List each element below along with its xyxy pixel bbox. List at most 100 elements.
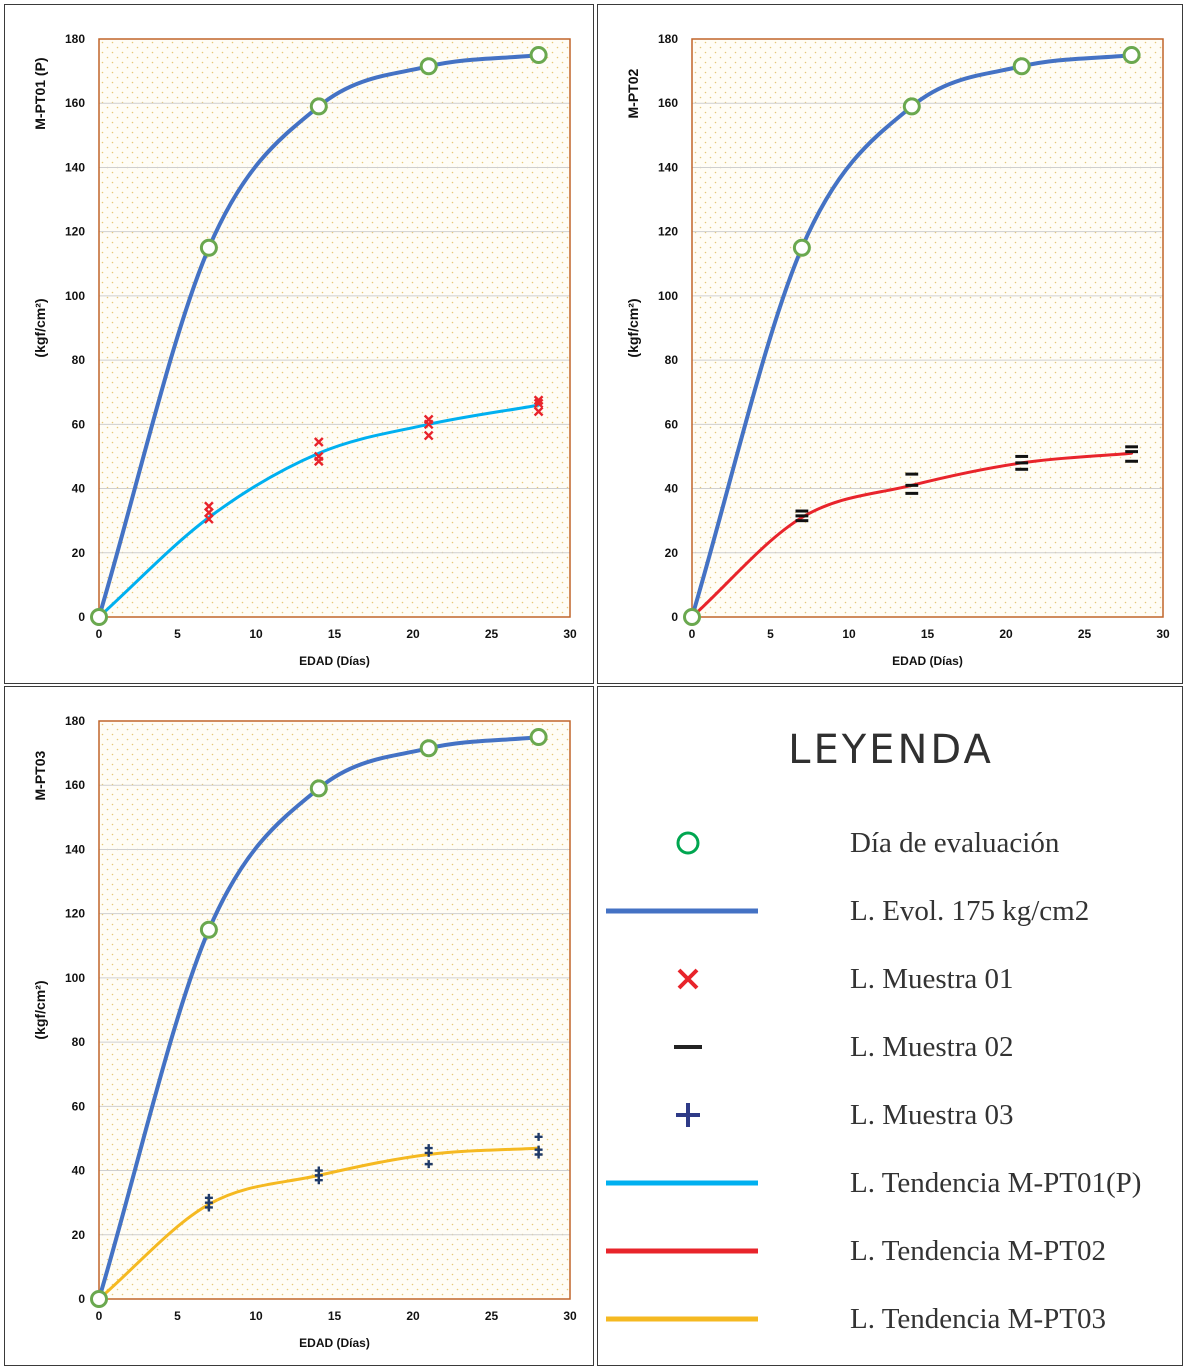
y-tick-label: 120 [658,225,678,239]
y-tick-label: 60 [665,417,679,431]
evaluation-point [199,920,218,939]
y-tick-label: 40 [72,482,86,496]
y-tick-label: 0 [78,610,85,624]
plot-border [98,38,571,618]
legend-label: L. Tendencia M-PT03 [850,1303,1106,1335]
x-tick-label: 25 [485,1309,499,1323]
x-tick-label: 5 [174,627,181,641]
plot-border [98,720,571,1300]
y-axis-label: (kgf/cm²) [32,980,48,1039]
y-tick-label: 60 [72,1099,86,1113]
legend-symbol-dash [674,1045,702,1049]
y-tick-label: 120 [65,907,85,921]
x-tick-label: 30 [1156,627,1170,641]
y-tick-label: 80 [665,353,679,367]
y-tick-label: 180 [65,32,85,46]
sample-point [533,398,544,409]
y-axis-label: (kgf/cm²) [625,298,641,357]
evaluation-point [1012,57,1031,76]
y-tick-label: 20 [72,546,86,560]
x-tick-label: 10 [249,627,263,641]
sample-point [424,1160,433,1169]
chart-panel-m-pt03: 0 20 40 60 80 100 120 140 160 180 0 5 10 15 20 25 30 EDAD… [4,686,594,1366]
x-axis-label: EDAD (Días) [892,654,963,668]
sample-point [424,1144,433,1153]
plot-border [691,38,1164,618]
chart-m-pt03: 0 20 40 60 80 100 120 140 160 180 0 5 10 15 20 25 30 EDAD… [32,714,577,1350]
legend-item: L. Tendencia M-PT03 [598,1299,1183,1339]
evaluation-point [419,57,438,76]
x-tick-label: 20 [999,627,1013,641]
chart-panel-m-pt01: 0 20 40 60 80 100 120 140 160 180 0 5 10 15 20 25 30 EDAD… [4,4,594,684]
x-tick-label: 25 [1078,627,1092,641]
evaluation-point [90,1290,108,1308]
legend-item: L. Tendencia M-PT02 [598,1231,1183,1271]
legend-panel: LEYENDA Día de evaluación L. Evol. 175 kg… [597,686,1183,1366]
legend-item: L. Muestra 01 [598,959,1183,999]
evaluation-point [902,97,921,116]
x-tick-label: 10 [842,627,856,641]
legend-label: L. Tendencia M-PT01(P) [850,1167,1142,1199]
sample-point [423,414,434,425]
y-tick-label: 60 [72,417,86,431]
series-side-label: M-PT02 [625,68,641,118]
legend-label: L. Muestra 02 [850,1031,1014,1063]
x-axis-label: EDAD (Días) [299,654,370,668]
evaluation-point [90,608,108,626]
x-tick-label: 0 [96,1309,103,1323]
evolution-line [690,53,1134,619]
y-tick-label: 180 [65,714,85,728]
legend-symbol-x [677,968,699,990]
x-tick-label: 15 [921,627,935,641]
x-tick-label: 5 [767,627,774,641]
y-tick-label: 160 [65,96,85,110]
evaluation-point [419,739,438,758]
y-axis-label: (kgf/cm²) [32,298,48,357]
y-tick-label: 100 [65,289,85,303]
legend-symbol-line [606,1180,758,1186]
evaluation-point [309,779,328,798]
y-tick-label: 140 [65,842,85,856]
legend-label: L. Tendencia M-PT02 [850,1235,1106,1267]
sample-markers [95,1132,543,1303]
legend-label: L. Evol. 175 kg/cm2 [850,895,1090,927]
sample-point [423,430,434,441]
x-tick-label: 20 [406,627,420,641]
trend-line [97,403,541,619]
sample-point [313,437,324,447]
legend-symbol-line [606,1248,758,1254]
legend-label: L. Muestra 01 [850,963,1014,995]
series-side-label: M-PT01 (P) [32,57,48,129]
evaluation-point [309,97,328,116]
evaluation-point [199,238,218,257]
x-tick-label: 15 [328,627,342,641]
x-tick-label: 10 [249,1309,263,1323]
sample-point [314,1166,323,1175]
dot-pattern [99,721,570,1299]
legend-item: L. Muestra 02 [598,1027,1183,1067]
legend-label: Día de evaluación [850,827,1060,859]
x-tick-label: 30 [563,627,577,641]
sample-point [313,451,324,462]
y-tick-label: 40 [665,482,679,496]
legend-symbol-circle [676,831,700,855]
sample-point [204,501,214,512]
y-tick-label: 160 [658,96,678,110]
y-tick-label: 0 [78,1292,85,1306]
legend-symbol-line [606,908,758,914]
sample-point [533,406,544,417]
y-tick-label: 20 [665,546,679,560]
evolution-line [97,53,541,619]
legend-item: L. Evol. 175 kg/cm2 [598,891,1183,931]
y-tick-label: 140 [658,160,678,174]
chart-m-pt01: 0 20 40 60 80 100 120 140 160 180 0 5 10 15 20 25 30 EDAD… [32,32,577,668]
evaluation-point [529,728,548,747]
x-tick-label: 30 [563,1309,577,1323]
y-tick-label: 180 [658,32,678,46]
sample-point [534,1132,543,1141]
sample-point [533,395,544,406]
sample-point [534,1145,543,1154]
y-tick-label: 80 [72,353,86,367]
chart-panel-m-pt02: 0 20 40 60 80 100 120 140 160 180 0 5 10 15 20 25 30 EDAD… [597,4,1183,684]
x-tick-label: 5 [174,1309,181,1323]
